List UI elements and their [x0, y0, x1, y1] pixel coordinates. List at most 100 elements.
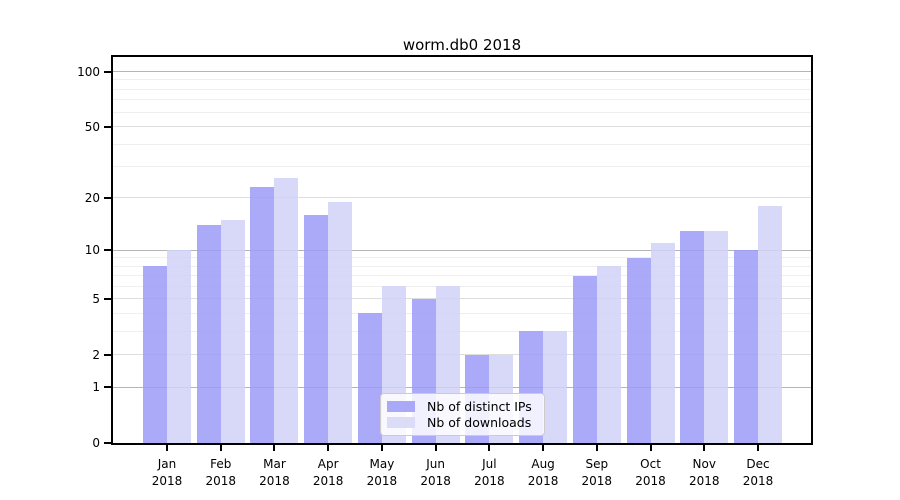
- bar-may-distinct-ips: [357, 313, 382, 443]
- y-gridline-minor-30: [113, 166, 811, 168]
- x-tick-sep: [595, 443, 598, 451]
- x-tick-label-mar: Mar 2018: [242, 456, 306, 490]
- x-tick-label-month: Mar: [263, 457, 286, 471]
- bar-feb-downloads: [220, 219, 245, 443]
- x-tick-label-month: Nov: [692, 457, 716, 471]
- x-tick-label-year: 2018: [527, 474, 559, 488]
- bar-aug-downloads: [543, 331, 568, 443]
- x-tick-label-sep: Sep 2018: [565, 456, 629, 490]
- x-tick-label-year: 2018: [205, 474, 236, 488]
- x-tick-label-apr: Apr 2018: [296, 456, 360, 490]
- y-tick-100: [104, 70, 113, 73]
- y-gridline-20: [113, 197, 811, 199]
- bar-oct-distinct-ips: [626, 257, 651, 443]
- legend-label-distinct-ips: Nb of distinct IPs: [427, 399, 532, 414]
- y-gridline-minor-70: [113, 99, 811, 101]
- y-tick-label-20: 20: [84, 190, 100, 205]
- x-tick-label-jun: Jun 2018: [404, 456, 468, 490]
- y-tick-label-0: 0: [92, 436, 100, 450]
- y-gridline-50: [113, 126, 811, 128]
- y-gridline-2: [113, 354, 811, 356]
- x-tick-label-month: Apr: [317, 457, 339, 471]
- y-tick-0: [104, 442, 113, 444]
- x-tick-label-year: 2018: [366, 474, 398, 488]
- y-gridline-10: [113, 249, 811, 251]
- y-tick-label-2: 2: [92, 347, 100, 362]
- bar-jan-distinct-ips: [143, 266, 167, 443]
- x-tick-nov: [703, 443, 706, 451]
- x-tick-mar: [273, 443, 276, 451]
- bar-nov-downloads: [704, 230, 729, 443]
- y-gridline-minor-4: [113, 312, 811, 314]
- y-gridline-minor-60: [113, 111, 811, 113]
- x-tick-label-may: May 2018: [350, 456, 414, 490]
- y-gridline-minor-6: [113, 285, 811, 287]
- bar-feb-distinct-ips: [196, 225, 221, 443]
- x-tick-dec: [757, 443, 759, 451]
- bar-dec-downloads: [758, 206, 782, 443]
- x-tick-oct: [649, 443, 652, 451]
- x-tick-label-year: 2018: [581, 474, 613, 488]
- x-tick-label-oct: Oct 2018: [619, 456, 683, 490]
- x-tick-jul: [488, 443, 491, 451]
- bar-nov-distinct-ips: [680, 230, 705, 443]
- x-tick-label-year: 2018: [420, 474, 451, 488]
- x-tick-jan: [166, 443, 168, 451]
- legend-label-downloads: Nb of downloads: [427, 415, 532, 430]
- x-tick-label-month: Feb: [210, 457, 232, 471]
- y-tick-label-100: 100: [77, 64, 100, 79]
- x-tick-label-month: Jun: [426, 457, 445, 471]
- y-gridline-minor-3: [113, 330, 811, 332]
- y-gridline-minor-40: [113, 143, 811, 145]
- y-gridline-minor-9: [113, 257, 811, 259]
- bar-apr-distinct-ips: [304, 214, 329, 443]
- x-tick-label-dec: Dec 2018: [726, 456, 790, 490]
- y-gridline-5: [113, 298, 811, 300]
- x-tick-label-aug: Aug 2018: [511, 456, 575, 490]
- y-tick-label-10: 10: [84, 243, 100, 257]
- x-tick-label-month: Jan: [157, 457, 177, 471]
- y-gridline-minor-7: [113, 275, 811, 277]
- x-tick-label-year: 2018: [688, 474, 720, 488]
- x-tick-label-year: 2018: [312, 474, 344, 488]
- bar-mar-distinct-ips: [250, 187, 275, 443]
- bar-jan-downloads: [167, 250, 191, 443]
- bar-apr-downloads: [328, 201, 353, 443]
- x-tick-label-month: Jul: [482, 457, 497, 471]
- x-tick-label-year: 2018: [259, 474, 290, 488]
- legend-item-downloads: Nb of downloads: [387, 415, 536, 430]
- x-tick-label-year: 2018: [151, 474, 183, 488]
- x-tick-may: [380, 443, 383, 451]
- x-tick-label-jan: Jan 2018: [135, 456, 199, 490]
- x-tick-jun: [434, 443, 437, 451]
- legend: Nb of distinct IPs Nb of downloads: [380, 393, 545, 436]
- y-tick-2: [104, 353, 113, 356]
- x-tick-label-jul: Jul 2018: [457, 456, 521, 490]
- x-tick-feb: [219, 443, 222, 451]
- plot-area: 0 1 2 5 10 20 50 100 Jan 2018 Feb 2018 Mar 2018 Apr 201…: [77, 57, 811, 488]
- x-tick-label-year: 2018: [635, 474, 666, 488]
- x-tick-label-year: 2018: [742, 474, 774, 488]
- y-gridline-minor-90: [113, 79, 811, 81]
- y-tick-label-5: 5: [92, 291, 100, 306]
- x-tick-label-month: Oct: [640, 457, 661, 471]
- x-tick-aug: [542, 443, 545, 451]
- x-tick-label-year: 2018: [474, 474, 505, 488]
- y-tick-label-1: 1: [92, 380, 100, 395]
- legend-item-distinct-ips: Nb of distinct IPs: [387, 399, 536, 414]
- bar-sep-downloads: [596, 266, 621, 443]
- y-tick-5: [104, 297, 113, 300]
- x-tick-apr: [327, 443, 330, 451]
- chart-title: worm.db0 2018: [402, 36, 522, 54]
- bar-sep-distinct-ips: [572, 275, 597, 443]
- y-gridline-1: [113, 386, 811, 388]
- y-tick-label-50: 50: [84, 119, 100, 134]
- y-gridline-minor-80: [113, 88, 811, 90]
- bar-mar-downloads: [274, 177, 299, 443]
- x-tick-label-feb: Feb 2018: [189, 456, 253, 490]
- y-tick-1: [104, 386, 113, 389]
- y-gridline-minor-8: [113, 265, 811, 267]
- y-gridline-100: [113, 71, 811, 73]
- x-tick-label-month: Dec: [746, 457, 770, 471]
